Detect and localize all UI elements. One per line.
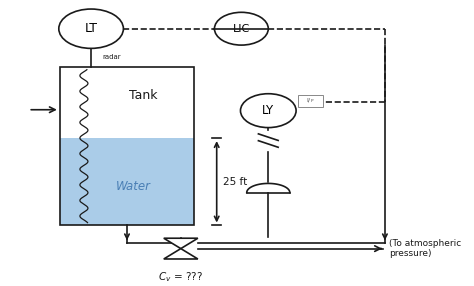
Text: Water: Water: [116, 180, 151, 193]
Text: Tank: Tank: [129, 89, 157, 102]
Circle shape: [240, 94, 296, 128]
FancyBboxPatch shape: [298, 95, 323, 107]
Text: $\mathregular{I/_P}$: $\mathregular{I/_P}$: [306, 97, 315, 105]
Circle shape: [214, 12, 268, 45]
Text: LT: LT: [84, 22, 98, 35]
Text: (To atmospheric
pressure): (To atmospheric pressure): [390, 239, 462, 258]
Circle shape: [59, 9, 123, 48]
Polygon shape: [164, 249, 198, 259]
Text: $C_v$ = ???: $C_v$ = ???: [158, 270, 203, 284]
Text: LIC: LIC: [233, 24, 250, 34]
Text: LY: LY: [262, 104, 274, 117]
Polygon shape: [164, 238, 198, 249]
Text: radar: radar: [102, 54, 121, 60]
Bar: [60, 67, 194, 225]
Text: 25 ft: 25 ft: [223, 177, 248, 187]
Bar: [60, 138, 194, 225]
Polygon shape: [247, 183, 290, 192]
